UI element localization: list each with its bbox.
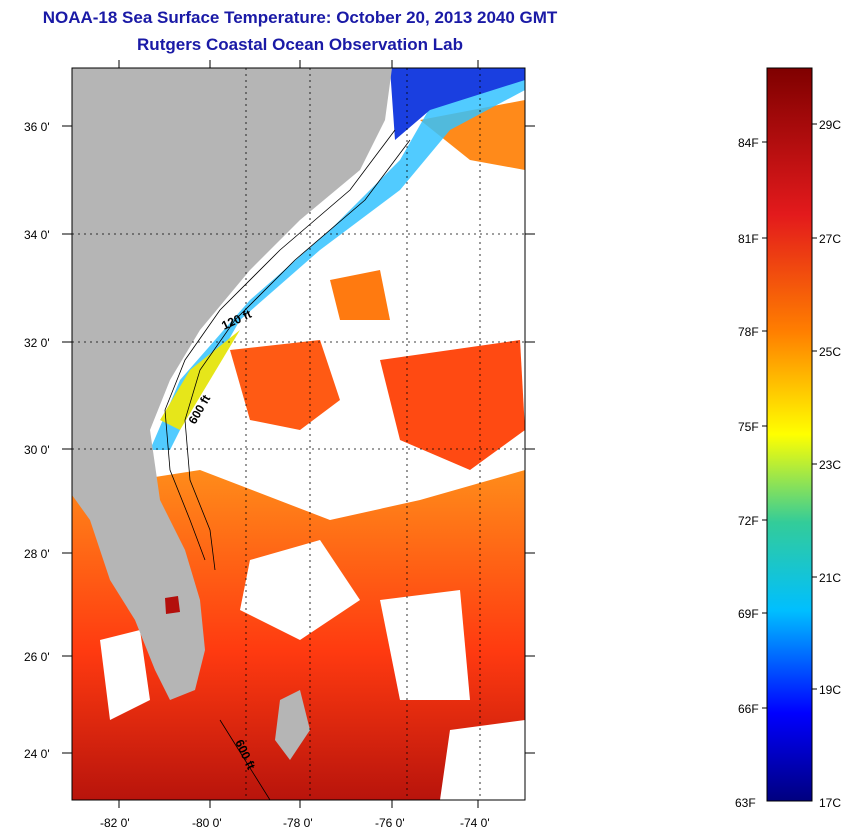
- map-title: NOAA-18 Sea Surface Temperature: October…: [42, 8, 558, 27]
- colorbar-f-label: 78F: [738, 325, 759, 339]
- lon-label: -80 0': [192, 816, 222, 830]
- colorbar-f-label: 66F: [738, 702, 759, 716]
- warm-patch: [230, 340, 340, 430]
- lon-label: -74 0': [460, 816, 490, 830]
- colorbar-c-label: 23C: [819, 458, 841, 472]
- cloud-patch: [240, 540, 360, 640]
- lat-label: 28 0': [24, 547, 50, 561]
- colorbar-c-label: 17C: [819, 796, 841, 810]
- map-subtitle: Rutgers Coastal Ocean Observation Lab: [137, 35, 463, 54]
- colorbar-f-label: 63F: [735, 796, 756, 810]
- cloud-patch: [100, 630, 150, 720]
- land-mass: [72, 68, 392, 700]
- colorbar-ticks: [762, 123, 817, 709]
- lat-label: 30 0': [24, 443, 50, 457]
- colorbar-c-label: 25C: [819, 345, 841, 359]
- lon-label: -76 0': [375, 816, 405, 830]
- colorbar-f-label: 69F: [738, 607, 759, 621]
- isobath-600ft-south: [219, 719, 271, 800]
- cloud-patch: [380, 590, 470, 700]
- axis-ticks: [62, 60, 535, 808]
- cloud-patch: [440, 720, 525, 800]
- colorbar-c-label: 19C: [819, 683, 841, 697]
- colorbar-f-label: 81F: [738, 232, 759, 246]
- island: [275, 690, 310, 760]
- map-frame: [71, 67, 526, 801]
- lon-label: -82 0': [100, 816, 130, 830]
- colorbar-c-label: 21C: [819, 571, 841, 585]
- lat-label: 24 0': [24, 747, 50, 761]
- lon-label: -78 0': [283, 816, 313, 830]
- colorbar-f-label: 84F: [738, 136, 759, 150]
- lat-label: 36 0': [24, 120, 50, 134]
- cold-water: [390, 68, 525, 140]
- grid-lines: [72, 68, 525, 800]
- lat-label: 26 0': [24, 650, 50, 664]
- island: [165, 596, 180, 614]
- isobath-600ft: [184, 139, 411, 571]
- colorbar-c-label: 29C: [819, 118, 841, 132]
- lat-label: 34 0': [24, 228, 50, 242]
- map-image: [72, 68, 525, 800]
- cool-coastal-band: [160, 330, 240, 430]
- isobath-120ft: [164, 129, 396, 561]
- colorbar-f-label: 72F: [738, 514, 759, 528]
- warm-patch: [380, 340, 525, 470]
- warm-patch: [330, 270, 390, 320]
- colorbar-c-label: 27C: [819, 232, 841, 246]
- colorbar-f-label: 75F: [738, 420, 759, 434]
- colorbar: [766, 67, 813, 802]
- lat-label: 32 0': [24, 336, 50, 350]
